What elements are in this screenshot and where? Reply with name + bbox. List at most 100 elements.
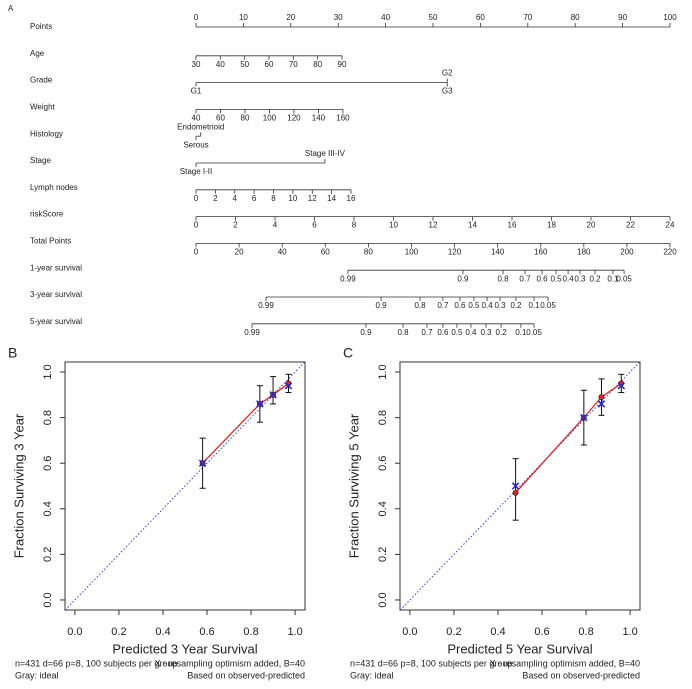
tick-label: 0.3 xyxy=(574,274,586,283)
tick-label: 30 xyxy=(192,60,201,69)
row-label: Stage xyxy=(30,156,51,165)
x-tick-label: 0.2 xyxy=(111,626,126,638)
tick-label: 14 xyxy=(468,221,477,230)
row-label: Age xyxy=(30,49,45,58)
footnote: Based on observed-predicted xyxy=(522,670,640,680)
corrected-point xyxy=(511,482,520,490)
x-tick-label: 0.2 xyxy=(446,626,461,638)
tick-label: 50 xyxy=(429,13,438,22)
x-tick-label: 0.8 xyxy=(243,626,258,638)
x-tick-label: 0.0 xyxy=(67,626,82,638)
x-tick-label: 1.0 xyxy=(287,626,302,638)
tick-label: 8 xyxy=(352,221,357,230)
tick-label: 18 xyxy=(547,221,556,230)
tick-label: 6 xyxy=(252,194,257,203)
tick-label: 0.8 xyxy=(397,328,409,337)
level-label: Stage I-II xyxy=(180,167,212,176)
tick-label: 20 xyxy=(587,221,596,230)
corrected-point xyxy=(256,400,264,408)
level-label: G1 xyxy=(191,87,202,96)
tick-label: 0.1 xyxy=(528,301,540,310)
tick-label: 0 xyxy=(194,13,199,22)
panel-letter: B xyxy=(8,345,17,361)
tick-label: 0 xyxy=(194,194,199,203)
tick-label: 70 xyxy=(523,13,532,22)
panel-letter: C xyxy=(343,345,353,361)
tick-label: 0.05 xyxy=(616,274,632,283)
tick-label: 0.8 xyxy=(497,274,509,283)
tick-label: 20 xyxy=(235,248,244,257)
x-tick-label: 0.4 xyxy=(490,626,505,638)
tick-label: 0.7 xyxy=(421,328,433,337)
footnote: Based on observed-predicted xyxy=(187,670,305,680)
x-axis-label: Predicted 5 Year Survival xyxy=(447,641,592,656)
observed-line xyxy=(515,382,622,494)
tick-label: 0.9 xyxy=(376,301,388,310)
y-tick-label: 0.6 xyxy=(377,456,389,471)
tick-label: 80 xyxy=(571,13,580,22)
x-axis-label: Predicted 3 Year Survival xyxy=(112,641,257,656)
tick-label: 0.6 xyxy=(454,301,466,310)
observed-point xyxy=(598,394,605,401)
plot-frame xyxy=(399,361,641,611)
level-label: Endometrioid xyxy=(177,122,224,131)
tick-label: 80 xyxy=(241,114,250,123)
corrected-point xyxy=(617,381,626,390)
tick-label: 0.99 xyxy=(244,328,260,337)
tick-label: 60 xyxy=(321,248,330,257)
observed-line xyxy=(202,382,289,464)
tick-label: 100 xyxy=(663,13,677,22)
y-tick-label: 0.4 xyxy=(42,501,54,516)
y-tick-label: 1.0 xyxy=(377,364,389,379)
tick-label: 90 xyxy=(618,13,627,22)
tick-label: 0.6 xyxy=(437,328,449,337)
tick-label: 160 xyxy=(534,248,548,257)
tick-label: 220 xyxy=(663,248,677,257)
tick-label: 0.3 xyxy=(480,328,492,337)
tick-label: 0.05 xyxy=(540,301,556,310)
tick-label: 60 xyxy=(476,13,485,22)
y-tick-label: 1.0 xyxy=(42,364,54,379)
footnote: Gray: ideal xyxy=(15,670,59,680)
tick-label: 0 xyxy=(194,248,199,257)
tick-label: 0.4 xyxy=(482,301,494,310)
tick-label: 0.5 xyxy=(550,274,562,283)
level-label: Serous xyxy=(183,140,208,149)
tick-label: 50 xyxy=(240,60,249,69)
x-tick-label: 1.0 xyxy=(622,626,637,638)
tick-label: 4 xyxy=(273,221,278,230)
tick-label: 20 xyxy=(286,13,295,22)
tick-label: 0.99 xyxy=(258,301,274,310)
row-label: 3-year survival xyxy=(30,290,82,299)
tick-label: 2 xyxy=(213,194,218,203)
tick-label: 60 xyxy=(216,114,225,123)
tick-label: 0.7 xyxy=(519,274,531,283)
tick-label: 0.2 xyxy=(589,274,601,283)
tick-label: 10 xyxy=(288,194,297,203)
row-label: Lymph nodes xyxy=(30,183,78,192)
tick-label: 8 xyxy=(271,194,276,203)
corrected-point xyxy=(269,391,277,399)
tick-label: 30 xyxy=(334,13,343,22)
x-tick-label: 0.6 xyxy=(199,626,214,638)
x-tick-label: 0.8 xyxy=(578,626,593,638)
tick-label: 22 xyxy=(626,221,635,230)
corrected-point xyxy=(284,381,293,390)
tick-label: 80 xyxy=(364,248,373,257)
row-label: Points xyxy=(30,22,52,31)
tick-label: 140 xyxy=(312,114,326,123)
level-label: G2 xyxy=(442,69,453,78)
tick-label: 12 xyxy=(308,194,317,203)
tick-label: 100 xyxy=(405,248,419,257)
observed-point xyxy=(512,489,519,496)
tick-label: 40 xyxy=(216,60,225,69)
tick-label: 0.99 xyxy=(340,274,356,283)
ideal-line xyxy=(399,361,641,611)
x-tick-label: 0.4 xyxy=(155,626,170,638)
level-label: G3 xyxy=(442,87,453,96)
tick-label: 90 xyxy=(338,60,347,69)
tick-label: 140 xyxy=(491,248,505,257)
tick-label: 0.7 xyxy=(437,301,449,310)
tick-label: 0.2 xyxy=(496,328,508,337)
